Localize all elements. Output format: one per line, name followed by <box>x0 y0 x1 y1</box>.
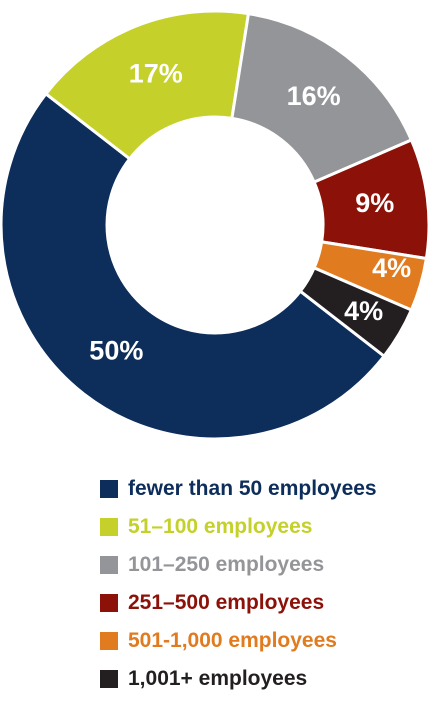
chart-legend: fewer than 50 employees 51–100 employees 1… <box>100 470 420 698</box>
donut-chart-svg: 50% 17% 16% 9% 4% 4% <box>0 9 429 441</box>
slice-label-6: 4% <box>344 296 383 326</box>
slice-3 <box>230 11 414 185</box>
legend-swatch <box>100 480 118 498</box>
legend-swatch <box>100 594 118 612</box>
legend-item-5: 501-1,000 employees <box>100 622 420 660</box>
legend-swatch <box>100 518 118 536</box>
slice-label-5: 4% <box>372 253 411 283</box>
slice-label-1: 50% <box>89 335 143 365</box>
slice-label-3: 16% <box>287 81 341 111</box>
slice-label-2: 17% <box>129 58 183 88</box>
legend-label: 1,001+ employees <box>128 667 308 690</box>
slice-2 <box>43 9 251 161</box>
legend-item-2: 51–100 employees <box>100 508 420 546</box>
legend-item-4: 251–500 employees <box>100 584 420 622</box>
legend-label: 501-1,000 employees <box>128 629 337 652</box>
legend-label: 101–250 employees <box>128 553 325 576</box>
donut-chart: 50% 17% 16% 9% 4% 4% <box>0 9 429 441</box>
slice-label-4: 9% <box>355 188 394 218</box>
legend-swatch <box>100 632 118 650</box>
legend-swatch <box>100 556 118 574</box>
slice-6 <box>298 265 414 359</box>
legend-label: fewer than 50 employees <box>128 477 377 500</box>
legend-label: 51–100 employees <box>128 515 313 538</box>
legend-item-6: 1,001+ employees <box>100 660 420 698</box>
legend-swatch <box>100 670 118 688</box>
legend-item-3: 101–250 employees <box>100 546 420 584</box>
slice-1 <box>0 91 387 441</box>
legend-item-1: fewer than 50 employees <box>100 470 420 508</box>
legend-label: 251–500 employees <box>128 591 325 614</box>
